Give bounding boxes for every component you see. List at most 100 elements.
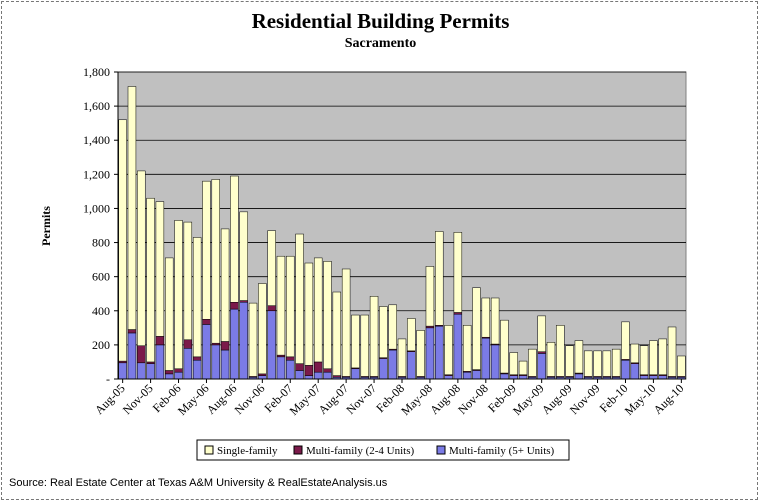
- bar-segment-single-family: [677, 355, 686, 377]
- bar-segment-single-family: [490, 297, 500, 345]
- x-tick-label: May-07: [287, 381, 324, 418]
- y-tick-label: 400: [92, 304, 110, 318]
- y-tick-label: 200: [92, 338, 110, 352]
- bar-segment-single-family: [639, 345, 649, 375]
- bar-segment-single-family: [388, 304, 397, 350]
- legend-swatch-single-family: [204, 445, 214, 455]
- y-tick-label: 1,000: [83, 201, 110, 215]
- y-tick-label: 1,400: [83, 133, 110, 147]
- bar-segment-single-family: [444, 325, 453, 375]
- bar-segment-multi-5plus: [183, 348, 193, 380]
- bar-segment-single-family: [276, 255, 286, 356]
- bar-segment-multi-5plus: [621, 359, 630, 380]
- bar-segment-single-family: [537, 315, 546, 352]
- bar-segment-multi-2-4: [146, 361, 155, 364]
- source-note: Source: Real Estate Center at Texas A&M …: [9, 477, 388, 489]
- legend-label-multi-2-4: Multi-family (2-4 Units): [306, 445, 414, 457]
- bar-segment-single-family: [286, 255, 295, 358]
- bar-segment-multi-5plus: [202, 324, 211, 380]
- bar-segment-multi-5plus: [472, 370, 481, 380]
- bar-segment-single-family: [332, 291, 342, 376]
- bar-segment-single-family: [425, 266, 435, 327]
- bar-segment-single-family: [165, 257, 174, 371]
- bar-segment-single-family: [220, 228, 230, 342]
- x-tick-label: May-09: [510, 381, 547, 418]
- bar-segment-single-family: [602, 350, 612, 377]
- bar-segment-single-family: [546, 342, 556, 377]
- x-tick-label: May-08: [398, 381, 435, 418]
- bar-segment-single-family: [379, 306, 388, 358]
- bar-segment-multi-2-4: [211, 342, 220, 346]
- bar-segment-multi-5plus: [490, 344, 500, 380]
- bar-segment-single-family: [351, 314, 360, 369]
- bar-segment-single-family: [518, 360, 528, 375]
- bar-segment-multi-2-4: [276, 354, 286, 358]
- bar-segment-single-family: [155, 201, 165, 337]
- x-tick-label: Nov-06: [232, 381, 268, 417]
- bar-segment-single-family: [621, 321, 630, 360]
- bar-segment-single-family: [239, 211, 248, 301]
- bar-segment-multi-5plus: [462, 371, 472, 380]
- bar-segment-single-family: [397, 338, 407, 377]
- bar-segment-single-family: [137, 170, 146, 346]
- bar-segment-multi-5plus: [313, 371, 323, 380]
- bar-segment-multi-5plus: [239, 302, 248, 380]
- x-tick-label: Nov-08: [455, 381, 491, 417]
- bar-segment-multi-2-4: [425, 325, 435, 329]
- bar-segment-single-family: [667, 326, 677, 377]
- x-tick-label: Aug-07: [315, 381, 351, 417]
- bar-segment-multi-5plus: [323, 371, 332, 380]
- bar-segment-single-family: [248, 302, 258, 377]
- bar-segment-multi-5plus: [137, 362, 146, 380]
- bar-segment-multi-2-4: [332, 375, 342, 378]
- bar-segment-multi-5plus: [174, 371, 183, 380]
- bar-segment-multi-5plus: [192, 359, 202, 380]
- y-tick-labels: - 200 400 600 800 1,000 1,200 1,400 1,600 1,800: [83, 65, 118, 386]
- bar-segment-single-family: [593, 350, 602, 377]
- bar-segment-multi-5plus: [155, 344, 165, 380]
- bar-segment-multi-2-4: [183, 339, 193, 349]
- bar-segment-single-family: [313, 257, 323, 363]
- bar-segment-multi-5plus: [481, 337, 491, 380]
- y-tick-label: -: [106, 372, 110, 386]
- x-tick-label: Aug-05: [92, 381, 128, 417]
- bar-segment-multi-5plus: [295, 370, 304, 380]
- bar-segment-single-family: [211, 179, 220, 344]
- bar-segment-multi-5plus: [630, 363, 639, 380]
- bar-segment-multi-5plus: [304, 375, 314, 380]
- bar-segment-multi-2-4: [127, 329, 137, 334]
- bar-segment-multi-5plus: [351, 368, 360, 380]
- bar-segment-single-family: [295, 233, 304, 364]
- bar-segment-single-family: [453, 232, 463, 313]
- bar-segment-multi-2-4: [230, 302, 239, 310]
- bar-segment-single-family: [481, 297, 491, 338]
- bar-segment-multi-5plus: [118, 362, 127, 380]
- bar-segment-multi-5plus: [276, 356, 286, 380]
- bar-segment-multi-5plus: [435, 325, 444, 380]
- bar-segment-multi-2-4: [267, 305, 276, 312]
- bar-segment-multi-5plus: [639, 375, 649, 380]
- bar-segment-single-family: [323, 261, 332, 370]
- y-tick-label: 1,600: [83, 99, 110, 113]
- bar-segment-single-family: [574, 340, 584, 374]
- bar-segment-single-family: [435, 231, 444, 326]
- bar-segment-single-family: [183, 221, 193, 341]
- x-tick-labels: Aug-05Nov-05Feb-06May-06Aug-06Nov-06Feb-…: [92, 379, 686, 418]
- bar-segment-multi-2-4: [202, 319, 211, 325]
- bar-segment-multi-5plus: [500, 373, 509, 380]
- bar-segment-multi-2-4: [258, 373, 267, 376]
- bars-group: [118, 86, 686, 380]
- legend-label-single-family: Single-family: [217, 445, 278, 457]
- bar-segment-multi-5plus: [649, 375, 658, 380]
- bar-segment-multi-5plus: [127, 332, 137, 380]
- bar-segment-multi-5plus: [267, 310, 276, 380]
- chart-subtitle: Sacramento: [344, 36, 417, 51]
- bar-segment-multi-5plus: [658, 375, 667, 380]
- bar-segment-multi-2-4: [220, 341, 230, 351]
- y-tick-label: 1,800: [83, 65, 110, 79]
- x-tick-label: Nov-05: [120, 381, 156, 417]
- legend: Single-family Multi-family (2-4 Units) M…: [196, 439, 570, 461]
- bar-segment-multi-2-4: [304, 365, 314, 376]
- bar-segment-single-family: [472, 287, 481, 370]
